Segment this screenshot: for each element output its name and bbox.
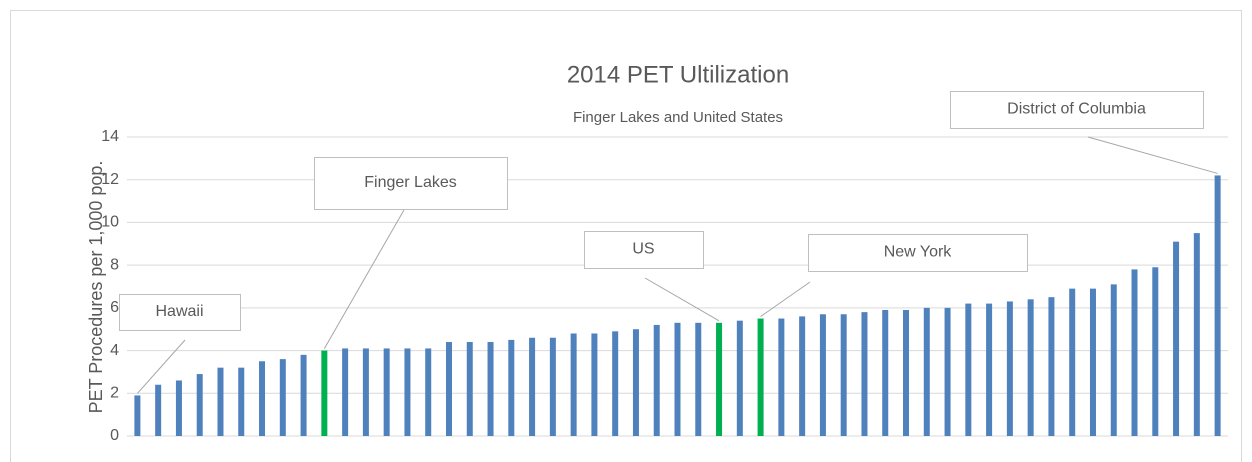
y-tick-label: 10 bbox=[101, 214, 119, 231]
bar bbox=[819, 314, 826, 436]
bar bbox=[1173, 241, 1180, 436]
bar bbox=[1027, 299, 1034, 436]
bar bbox=[383, 348, 390, 436]
y-axis-label: PET Procedures per 1,000 pop. bbox=[86, 161, 106, 414]
y-tick-label: 2 bbox=[110, 385, 119, 402]
bar bbox=[1193, 233, 1200, 436]
bar bbox=[134, 395, 141, 436]
callout-label: New York bbox=[884, 244, 953, 261]
callout-label: Finger Lakes bbox=[364, 174, 457, 191]
bar bbox=[799, 316, 806, 436]
bar bbox=[757, 318, 764, 436]
bar bbox=[466, 342, 473, 436]
callout-box bbox=[950, 91, 1204, 129]
callout-line bbox=[137, 339, 186, 394]
bar bbox=[404, 348, 411, 436]
bar bbox=[529, 337, 536, 436]
bar bbox=[736, 320, 743, 436]
bar bbox=[1006, 301, 1013, 436]
y-tick-label: 12 bbox=[101, 171, 119, 188]
callout-line bbox=[1087, 136, 1218, 174]
bar bbox=[549, 337, 556, 436]
bar bbox=[903, 309, 910, 436]
callout-line bbox=[760, 281, 811, 317]
bar bbox=[362, 348, 369, 436]
bar bbox=[300, 354, 307, 436]
bar bbox=[238, 367, 245, 436]
bar bbox=[695, 322, 702, 436]
callout-box bbox=[314, 157, 508, 210]
bar bbox=[217, 367, 224, 436]
bar bbox=[986, 303, 993, 436]
y-tick-label: 8 bbox=[110, 256, 119, 273]
chart-title: 2014 PET Ultilization bbox=[567, 61, 789, 88]
y-tick-label: 14 bbox=[101, 128, 119, 145]
bar bbox=[1214, 175, 1221, 436]
bar bbox=[259, 361, 266, 436]
bar bbox=[1048, 297, 1055, 436]
bar bbox=[342, 348, 349, 436]
bar bbox=[653, 324, 660, 436]
bar bbox=[882, 309, 889, 436]
bar bbox=[445, 342, 452, 436]
callout-label: US bbox=[632, 241, 654, 258]
callout-line bbox=[323, 209, 405, 349]
bar bbox=[861, 312, 868, 436]
y-tick-label: 4 bbox=[110, 342, 119, 359]
bar bbox=[778, 318, 785, 436]
callout-label: District of Columbia bbox=[1007, 101, 1146, 118]
bar bbox=[1131, 269, 1138, 436]
bar bbox=[196, 374, 203, 436]
bar bbox=[155, 384, 162, 436]
y-tick-label: 0 bbox=[110, 427, 119, 444]
y-tick-label: 6 bbox=[110, 299, 119, 316]
bar bbox=[425, 348, 432, 436]
bar bbox=[612, 331, 619, 436]
callout-box bbox=[119, 294, 241, 331]
bar bbox=[175, 380, 182, 436]
bar bbox=[279, 359, 286, 436]
bar bbox=[321, 350, 328, 436]
bar bbox=[923, 307, 930, 436]
bar bbox=[1089, 288, 1096, 436]
chart-subtitle: Finger Lakes and United States bbox=[573, 109, 783, 126]
callout-box bbox=[808, 234, 1028, 272]
bar bbox=[674, 322, 681, 436]
bar bbox=[632, 329, 639, 436]
bar bbox=[965, 303, 972, 436]
callout-line bbox=[644, 277, 720, 322]
bar bbox=[840, 314, 847, 436]
bar bbox=[570, 333, 577, 436]
callout-box bbox=[584, 231, 704, 269]
bar bbox=[716, 322, 723, 436]
bar bbox=[944, 307, 951, 436]
bar bbox=[1152, 267, 1159, 436]
bar bbox=[1069, 288, 1076, 436]
bar bbox=[591, 333, 598, 436]
callout-label: Hawaii bbox=[155, 303, 203, 320]
bar bbox=[508, 339, 515, 436]
bar bbox=[1110, 284, 1117, 436]
bar bbox=[487, 342, 494, 436]
